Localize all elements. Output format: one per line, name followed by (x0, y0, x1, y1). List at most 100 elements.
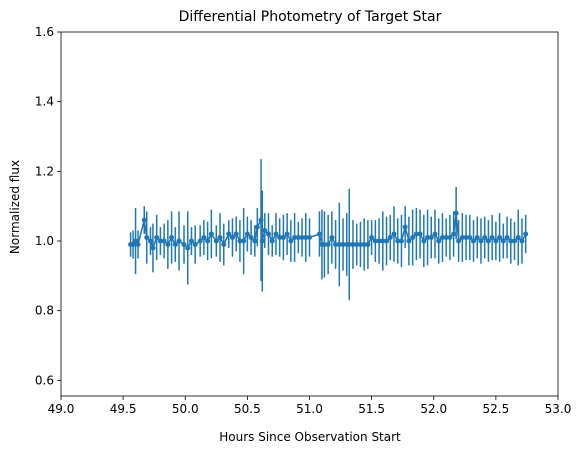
data-point (459, 235, 465, 241)
chart-title: Differential Photometry of Target Star (179, 9, 442, 25)
data-point (346, 241, 352, 247)
data-point (141, 217, 147, 223)
data-point (340, 241, 346, 247)
y-tick-label: 1.6 (35, 25, 54, 39)
data-point (456, 238, 462, 244)
y-tick-label: 1.0 (35, 234, 54, 248)
data-point (325, 241, 331, 247)
x-tick-label: 51.5 (358, 402, 385, 416)
y-tick-label: 0.8 (35, 304, 54, 318)
data-point (188, 238, 194, 244)
axes: 49.0 49.5 50.0 50.5 51.0 51.5 52.0 52.5 53.0 0.6 0… (35, 25, 571, 416)
data-point (432, 231, 438, 237)
data-point (208, 231, 214, 237)
data-point (512, 238, 518, 244)
data-point (436, 238, 442, 244)
data-point (299, 235, 305, 241)
data-point (508, 238, 514, 244)
data-point (144, 235, 150, 241)
data-point (259, 238, 265, 244)
data-point (269, 238, 275, 244)
data-point (489, 235, 495, 241)
data-point (154, 235, 160, 241)
data-point (233, 231, 239, 237)
data-point (226, 231, 232, 237)
data-point (428, 235, 434, 241)
data-point (201, 235, 207, 241)
data-point (467, 235, 473, 241)
data-point (150, 245, 156, 251)
data-point (321, 241, 327, 247)
data-point (176, 238, 182, 244)
data-point (463, 235, 469, 241)
data-point (443, 235, 449, 241)
data-point (133, 238, 139, 244)
data-point (165, 241, 171, 247)
data-point (380, 238, 386, 244)
data-point (504, 235, 510, 241)
y-axis-label: Normalized flux (8, 160, 22, 254)
data-point (413, 231, 419, 237)
data-point (398, 238, 404, 244)
data-point (333, 241, 339, 247)
data-point (439, 235, 445, 241)
data-marks (128, 159, 529, 301)
x-tick-label: 49.0 (48, 402, 75, 416)
data-point (417, 231, 423, 237)
data-point (172, 241, 178, 247)
data-point (237, 238, 243, 244)
data-point (406, 238, 412, 244)
data-point (447, 235, 453, 241)
x-tick-label: 51.0 (296, 402, 323, 416)
data-point (376, 238, 382, 244)
data-point (365, 241, 371, 247)
data-point (303, 235, 309, 241)
data-point (361, 241, 367, 247)
y-tick-label: 1.4 (35, 95, 54, 109)
data-point (135, 241, 141, 247)
data-point (265, 231, 271, 237)
data-point (336, 241, 342, 247)
data-point (372, 238, 378, 244)
data-point (147, 238, 153, 244)
x-tick-label: 50.5 (234, 402, 261, 416)
x-tick-label: 53.0 (545, 402, 572, 416)
data-point (402, 224, 408, 230)
data-point (350, 241, 356, 247)
data-point (384, 238, 390, 244)
data-point (421, 238, 427, 244)
data-point (185, 245, 191, 251)
data-point (395, 238, 401, 244)
y-tick-label: 0.6 (35, 373, 54, 387)
data-point (244, 231, 250, 237)
data-point (369, 235, 375, 241)
data-point (221, 241, 227, 247)
data-point (181, 241, 187, 247)
x-tick-label: 52.5 (483, 402, 510, 416)
data-point (485, 238, 491, 244)
data-point (295, 235, 301, 241)
data-point (474, 235, 480, 241)
data-point (329, 235, 335, 241)
data-point (161, 238, 167, 244)
data-point (229, 235, 235, 241)
x-tick-label: 52.0 (420, 402, 447, 416)
data-point (357, 241, 363, 247)
x-tick-label: 49.5 (110, 402, 137, 416)
data-point (500, 238, 506, 244)
data-point (453, 210, 459, 216)
data-point (130, 241, 136, 247)
data-point (280, 235, 286, 241)
data-point (254, 224, 260, 230)
data-point (284, 231, 290, 237)
data-point (410, 235, 416, 241)
data-point (478, 238, 484, 244)
data-point (391, 231, 397, 237)
data-point (471, 238, 477, 244)
data-point (213, 238, 219, 244)
y-tick-label: 1.2 (35, 164, 54, 178)
data-point (482, 235, 488, 241)
data-point (197, 238, 203, 244)
